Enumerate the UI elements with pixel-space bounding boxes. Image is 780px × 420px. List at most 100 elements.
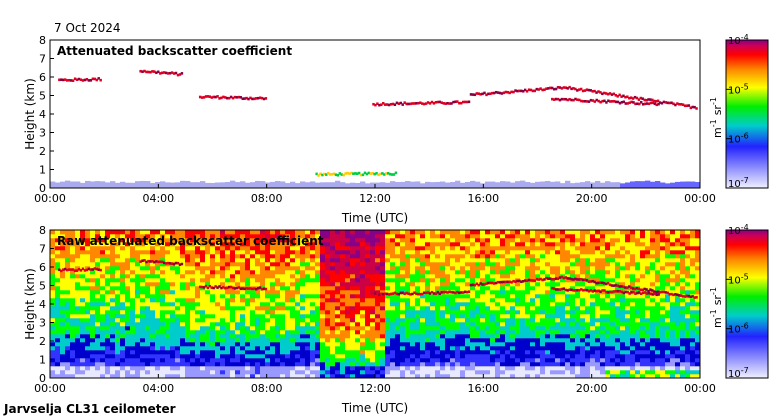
heat-cell [545, 298, 551, 303]
heat-cell [270, 254, 276, 259]
heat-cell [585, 294, 591, 299]
heat-cell [380, 362, 386, 367]
heat-cell [300, 262, 306, 267]
surface-layer-cell [570, 183, 576, 188]
heat-cell [195, 374, 201, 379]
heat-cell [640, 366, 646, 371]
heat-cell [275, 342, 281, 347]
heat-cell [245, 310, 251, 315]
heat-cell [570, 230, 576, 235]
heat-cell [585, 342, 591, 347]
heat-cell [170, 366, 176, 371]
heat-cell [625, 322, 631, 327]
heat-cell [60, 290, 66, 295]
heat-cell [145, 290, 151, 295]
heat-cell [575, 242, 581, 247]
heat-cell [310, 246, 316, 251]
heat-cell [495, 234, 501, 239]
heat-cell [300, 302, 306, 307]
heat-cell [170, 250, 176, 255]
heat-cell [260, 246, 266, 251]
heat-cell [80, 338, 86, 343]
heat-cell [370, 262, 376, 267]
heat-cell [70, 254, 76, 259]
surface-layer-cell [500, 181, 506, 188]
heat-cell [375, 246, 381, 251]
heat-cell [190, 258, 196, 263]
heat-cell [180, 298, 186, 303]
heat-cell [520, 322, 526, 327]
surface-layer-cell [340, 182, 346, 188]
surface-layer-cell [380, 182, 386, 188]
surface-layer-cell [330, 182, 336, 188]
heat-cell [275, 242, 281, 247]
heat-cell [415, 338, 421, 343]
heat-cell [540, 242, 546, 247]
heat-cell [435, 338, 441, 343]
heat-cell [395, 334, 401, 339]
heat-cell [275, 238, 281, 243]
heat-cell [405, 270, 411, 275]
heat-cell [160, 262, 166, 267]
heat-cell [565, 298, 571, 303]
heat-cell [410, 358, 416, 363]
heat-cell [420, 290, 426, 295]
heat-cell [385, 262, 391, 267]
heat-cell [395, 322, 401, 327]
heat-cell [55, 298, 61, 303]
heat-cell [630, 338, 636, 343]
heat-cell [225, 282, 231, 287]
heat-cell [185, 314, 191, 319]
heat-cell [610, 294, 616, 299]
heat-cell [225, 250, 231, 255]
heat-cell [510, 338, 516, 343]
heat-cell [460, 286, 466, 291]
heat-cell [285, 278, 291, 283]
heat-cell [520, 286, 526, 291]
heat-cell [560, 306, 566, 311]
heat-cell [595, 306, 601, 311]
heat-cell [235, 310, 241, 315]
heat-cell [450, 274, 456, 279]
heat-cell [585, 286, 591, 291]
heat-cell [240, 310, 246, 315]
heat-cell [300, 366, 306, 371]
heat-cell [430, 314, 436, 319]
heat-cell [55, 310, 61, 315]
heat-cell [310, 302, 316, 307]
heat-cell [50, 326, 56, 331]
heat-cell [230, 262, 236, 267]
heat-cell [345, 338, 351, 343]
heat-cell [425, 234, 431, 239]
heat-cell [270, 242, 276, 247]
heat-cell [370, 374, 376, 379]
heat-cell [560, 310, 566, 315]
heat-cell [365, 358, 371, 363]
heat-cell [595, 270, 601, 275]
heat-cell [165, 246, 171, 251]
heat-cell [80, 322, 86, 327]
heat-cell [575, 266, 581, 271]
heat-cell [645, 330, 651, 335]
heat-cell [370, 266, 376, 271]
heat-cell [425, 254, 431, 259]
heat-cell [95, 314, 101, 319]
heat-cell [610, 266, 616, 271]
heat-cell [100, 306, 106, 311]
heat-cell [170, 246, 176, 251]
heat-cell [615, 250, 621, 255]
heat-cell [245, 314, 251, 319]
heat-cell [640, 362, 646, 367]
heat-cell [165, 334, 171, 339]
heat-cell [65, 326, 71, 331]
cloud-mark [630, 100, 633, 104]
heat-cell [175, 250, 181, 255]
heat-cell [485, 242, 491, 247]
heat-cell [550, 234, 556, 239]
heat-cell [190, 230, 196, 235]
heat-cell [145, 250, 151, 255]
heat-cell [645, 262, 651, 267]
heat-cell [500, 298, 506, 303]
heat-cell [635, 322, 641, 327]
heat-cell [460, 294, 466, 299]
